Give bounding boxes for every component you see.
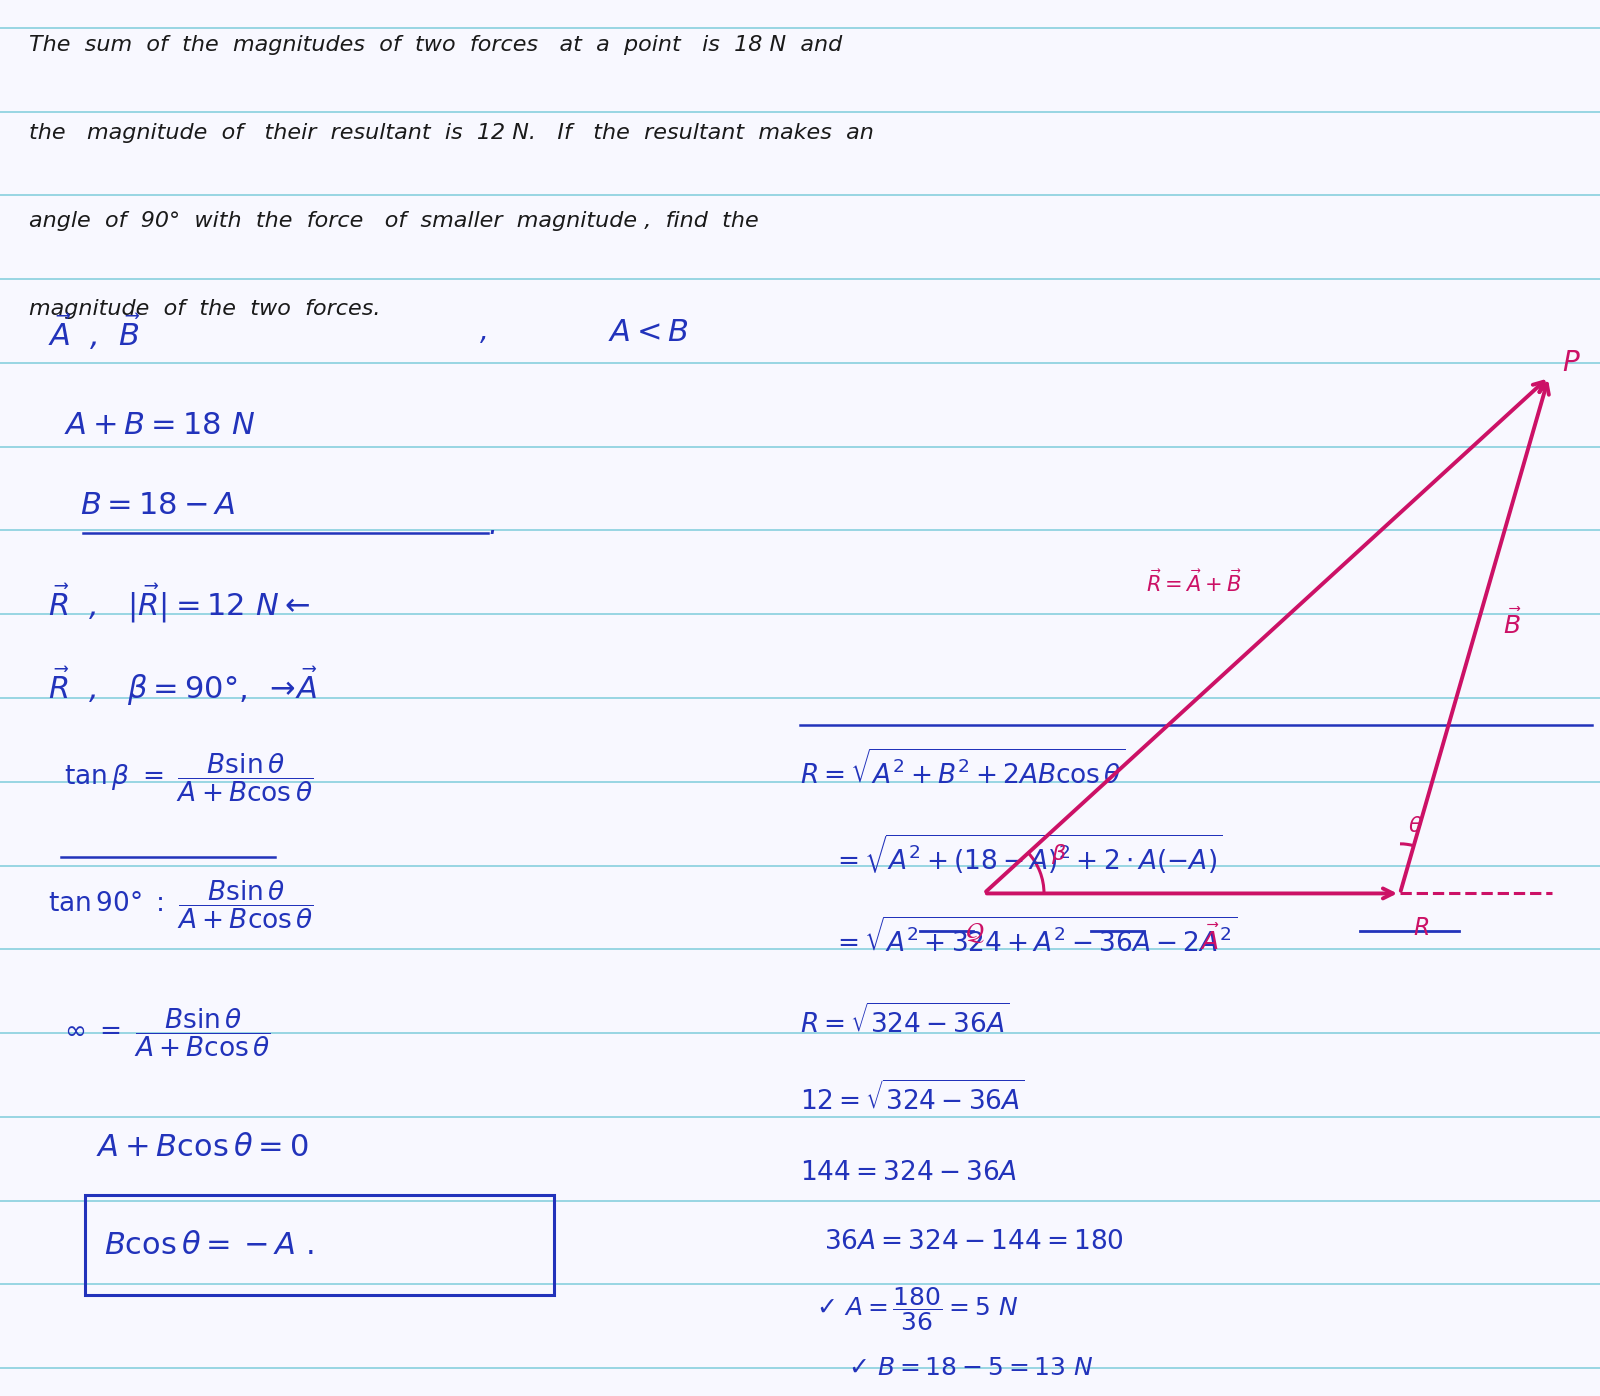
Text: $P$: $P$	[1562, 349, 1581, 377]
Text: magnitude  of  the  two  forces.: magnitude of the two forces.	[29, 299, 381, 318]
Text: $\beta$: $\beta$	[1051, 842, 1067, 867]
Text: ,: ,	[480, 318, 490, 346]
Text: $\vec{A}$  ,  $\vec{B}$: $\vec{A}$ , $\vec{B}$	[48, 313, 141, 352]
Text: angle  of  90°  with  the  force   of  smaller  magnitude ,  find  the: angle of 90° with the force of smaller m…	[29, 211, 758, 230]
Text: .: .	[488, 512, 498, 540]
Text: $\vec{R}$  ,   $|\vec{R}| = 12\ N\leftarrow$: $\vec{R}$ , $|\vec{R}| = 12\ N\leftarrow…	[48, 582, 310, 624]
Text: $R=\sqrt{A^{2}+B^{2}+2AB\cos\theta}$: $R=\sqrt{A^{2}+B^{2}+2AB\cos\theta}$	[800, 751, 1125, 790]
Text: $\vec{R}$  ,   $\beta = 90°,\ \rightarrow\!\vec{A}$: $\vec{R}$ , $\beta = 90°,\ \rightarrow\!…	[48, 666, 318, 708]
Text: the   magnitude  of   their  resultant  is  12 N.   If   the  resultant  makes  : the magnitude of their resultant is 12 N…	[29, 123, 874, 142]
Text: $B = 18-A$: $B = 18-A$	[80, 491, 235, 519]
Text: $12=\sqrt{324-36A}$: $12=\sqrt{324-36A}$	[800, 1082, 1026, 1115]
Text: $=\sqrt{A^{2}+324+A^{2}-36A-2A^{2}}$: $=\sqrt{A^{2}+324+A^{2}-36A-2A^{2}}$	[832, 919, 1237, 958]
Text: $36A=324-144=180$: $36A=324-144=180$	[824, 1230, 1123, 1255]
Text: $A < B$: $A < B$	[608, 318, 690, 346]
Text: $\vec{R}=\vec{A}+\vec{B}$: $\vec{R}=\vec{A}+\vec{B}$	[1146, 568, 1242, 596]
Text: $B\cos\theta = -A\ .$: $B\cos\theta = -A\ .$	[104, 1231, 314, 1259]
Text: The  sum  of  the  magnitudes  of  two  forces   at  a  point   is  18 N  and: The sum of the magnitudes of two forces …	[29, 35, 842, 54]
Text: $R$: $R$	[1413, 916, 1429, 941]
Text: $\theta$: $\theta$	[1408, 817, 1422, 836]
Text: $\tan 90°\ :\ \dfrac{B\sin\theta}{A+B\cos\theta}$: $\tan 90°\ :\ \dfrac{B\sin\theta}{A+B\co…	[48, 878, 314, 931]
Text: $\vec{B}$: $\vec{B}$	[1504, 609, 1522, 639]
Text: $A+B = 18\ N$: $A+B = 18\ N$	[64, 412, 254, 440]
Text: $\vec{A}$: $\vec{A}$	[1200, 924, 1219, 955]
Text: $A+B\cos\theta = 0$: $A+B\cos\theta = 0$	[96, 1134, 309, 1161]
Text: $=\sqrt{A^{2}+(18-A)^{2}+2\cdot A(-A)}$: $=\sqrt{A^{2}+(18-A)^{2}+2\cdot A(-A)}$	[832, 832, 1222, 877]
Text: $\infty\ =\ \dfrac{B\sin\theta}{A+B\cos\theta}$: $\infty\ =\ \dfrac{B\sin\theta}{A+B\cos\…	[64, 1007, 270, 1060]
Text: $\checkmark\ A=\dfrac{180}{36}=5\ N$: $\checkmark\ A=\dfrac{180}{36}=5\ N$	[816, 1286, 1019, 1333]
Text: $\checkmark\ B=18-5=13\ N$: $\checkmark\ B=18-5=13\ N$	[848, 1356, 1094, 1381]
Text: $R=\sqrt{324-36A}$: $R=\sqrt{324-36A}$	[800, 1005, 1010, 1039]
Text: $144=324-36A$: $144=324-36A$	[800, 1160, 1018, 1185]
Text: $\tan\beta\ =\ \dfrac{B\sin\theta}{A+B\cos\theta}$: $\tan\beta\ =\ \dfrac{B\sin\theta}{A+B\c…	[64, 751, 314, 804]
Text: $\mathcal{Q}$: $\mathcal{Q}$	[965, 920, 984, 945]
